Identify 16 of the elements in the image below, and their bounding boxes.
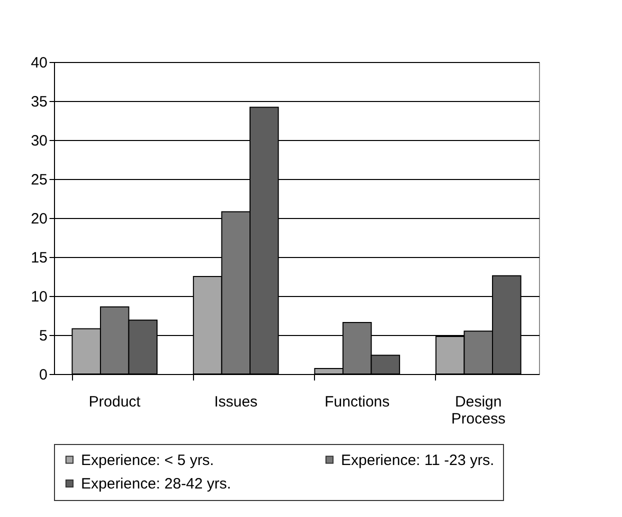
y-tick-label: 40 — [30, 54, 48, 72]
y-tick-label: 20 — [30, 210, 48, 228]
x-tick-label: Functions — [324, 394, 390, 410]
legend-label: Experience: < 5 yrs. — [81, 452, 214, 469]
legend-label: Experience: 28-42 yrs. — [81, 476, 232, 492]
y-tick-label: 25 — [30, 172, 48, 188]
y-tick-label: 30 — [30, 132, 48, 150]
y-tick-label: 10 — [30, 288, 48, 306]
y-tick-label: 0 — [39, 366, 48, 384]
x-tick-label: Product — [88, 394, 142, 410]
x-tick-label: Issues — [214, 394, 258, 410]
legend-label: Experience: 11 -23 yrs. — [341, 452, 494, 469]
y-tick-label: 35 — [30, 94, 48, 110]
x-tick-label: Design Process — [451, 394, 506, 428]
y-tick-label: 15 — [30, 250, 48, 266]
y-tick-label: 5 — [39, 328, 48, 344]
